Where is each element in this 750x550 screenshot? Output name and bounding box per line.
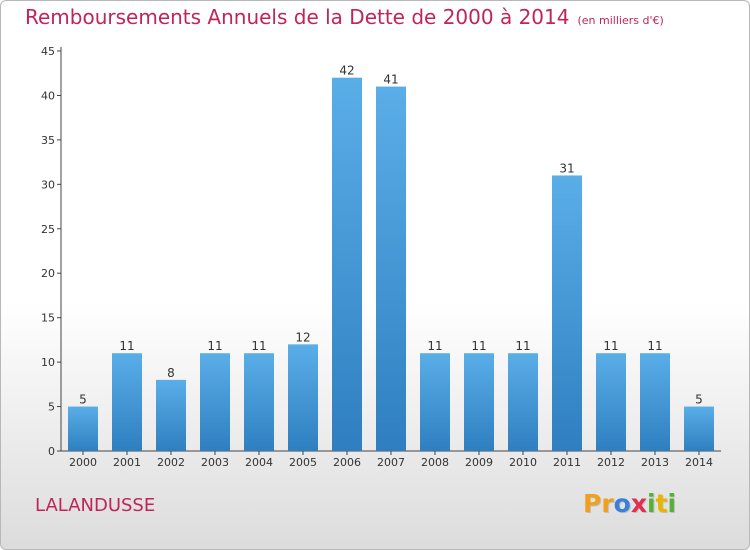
- x-tick-label: 2005: [289, 456, 317, 469]
- chart-data-labels: 5 11 8 11 11 12 42 41 11 11 11 31 11 11 5: [79, 64, 703, 407]
- bar-value-label: 11: [471, 339, 486, 353]
- logo-letter: r: [601, 489, 614, 518]
- bar: [68, 406, 98, 451]
- proxiti-logo: Proxiti: [583, 489, 676, 518]
- chart-bars: [68, 77, 714, 452]
- bar: [684, 406, 714, 451]
- x-tick-label: 2014: [685, 456, 713, 469]
- y-tick-label: 35: [41, 134, 55, 147]
- bar-value-label: 12: [295, 330, 310, 344]
- logo-letter: P: [583, 489, 602, 518]
- y-tick-label: 0: [48, 445, 55, 458]
- bar: [112, 353, 142, 451]
- bar-value-label: 5: [695, 393, 703, 407]
- x-tick-label: 2003: [201, 456, 229, 469]
- bar-value-label: 11: [207, 339, 222, 353]
- x-tick-label: 2007: [377, 456, 405, 469]
- x-tick-label: 2006: [333, 456, 361, 469]
- bar-value-label: 5: [79, 393, 87, 407]
- bar: [200, 353, 230, 451]
- y-tick-label: 25: [41, 223, 55, 236]
- bar-value-label: 41: [383, 73, 398, 87]
- bar: [596, 353, 626, 451]
- commune-name: LALANDUSSE: [35, 495, 156, 516]
- logo-letter: i: [667, 489, 677, 518]
- bar-value-label: 42: [339, 64, 354, 78]
- y-tick-label: 40: [41, 89, 55, 102]
- logo-letter: o: [613, 489, 631, 518]
- bar: [508, 353, 538, 451]
- x-tick-label: 2008: [421, 456, 449, 469]
- bar-value-label: 11: [119, 339, 134, 353]
- x-tick-label: 2009: [465, 456, 493, 469]
- bar-value-label: 11: [647, 339, 662, 353]
- x-tick-label: 2004: [245, 456, 273, 469]
- y-tick-label: 10: [41, 356, 55, 369]
- logo-letter: t: [655, 489, 668, 518]
- x-tick-label: 2012: [597, 456, 625, 469]
- x-tick-label: 2013: [641, 456, 669, 469]
- x-tick-label: 2011: [553, 456, 581, 469]
- chart-subtitle: (en milliers d'€): [577, 14, 664, 27]
- bar-value-label: 11: [251, 339, 266, 353]
- bar-value-label: 11: [427, 339, 442, 353]
- chart-title-block: Remboursements Annuels de la Dette de 20…: [25, 5, 664, 29]
- logo-letter: i: [647, 489, 656, 518]
- logo-letter: x: [630, 489, 647, 518]
- chart-axes: 0 5 10 15 20 25 30 35 40 45 2000 2001 2002 2003 2004 20…: [41, 45, 721, 469]
- y-tick-label: 30: [41, 178, 55, 191]
- bar: [156, 379, 186, 451]
- bar: [288, 344, 318, 451]
- bar-value-label: 11: [603, 339, 618, 353]
- y-tick-label: 15: [41, 312, 55, 325]
- x-tick-label: 2001: [113, 456, 141, 469]
- bar: [464, 353, 494, 451]
- y-tick-label: 20: [41, 267, 55, 280]
- bar: [244, 353, 274, 451]
- y-tick-label: 5: [48, 401, 55, 414]
- chart-title: Remboursements Annuels de la Dette de 20…: [25, 5, 570, 29]
- bar: [420, 353, 450, 451]
- bar-value-label: 8: [167, 366, 175, 380]
- bar: [332, 77, 362, 452]
- bar-value-label: 11: [515, 339, 530, 353]
- bar-value-label: 31: [559, 161, 574, 175]
- y-tick-label: 45: [41, 45, 55, 58]
- x-tick-label: 2002: [157, 456, 185, 469]
- bar: [640, 353, 670, 451]
- bar: [376, 86, 406, 452]
- x-tick-label: 2010: [509, 456, 537, 469]
- x-tick-label: 2000: [69, 456, 97, 469]
- bar: [552, 175, 582, 451]
